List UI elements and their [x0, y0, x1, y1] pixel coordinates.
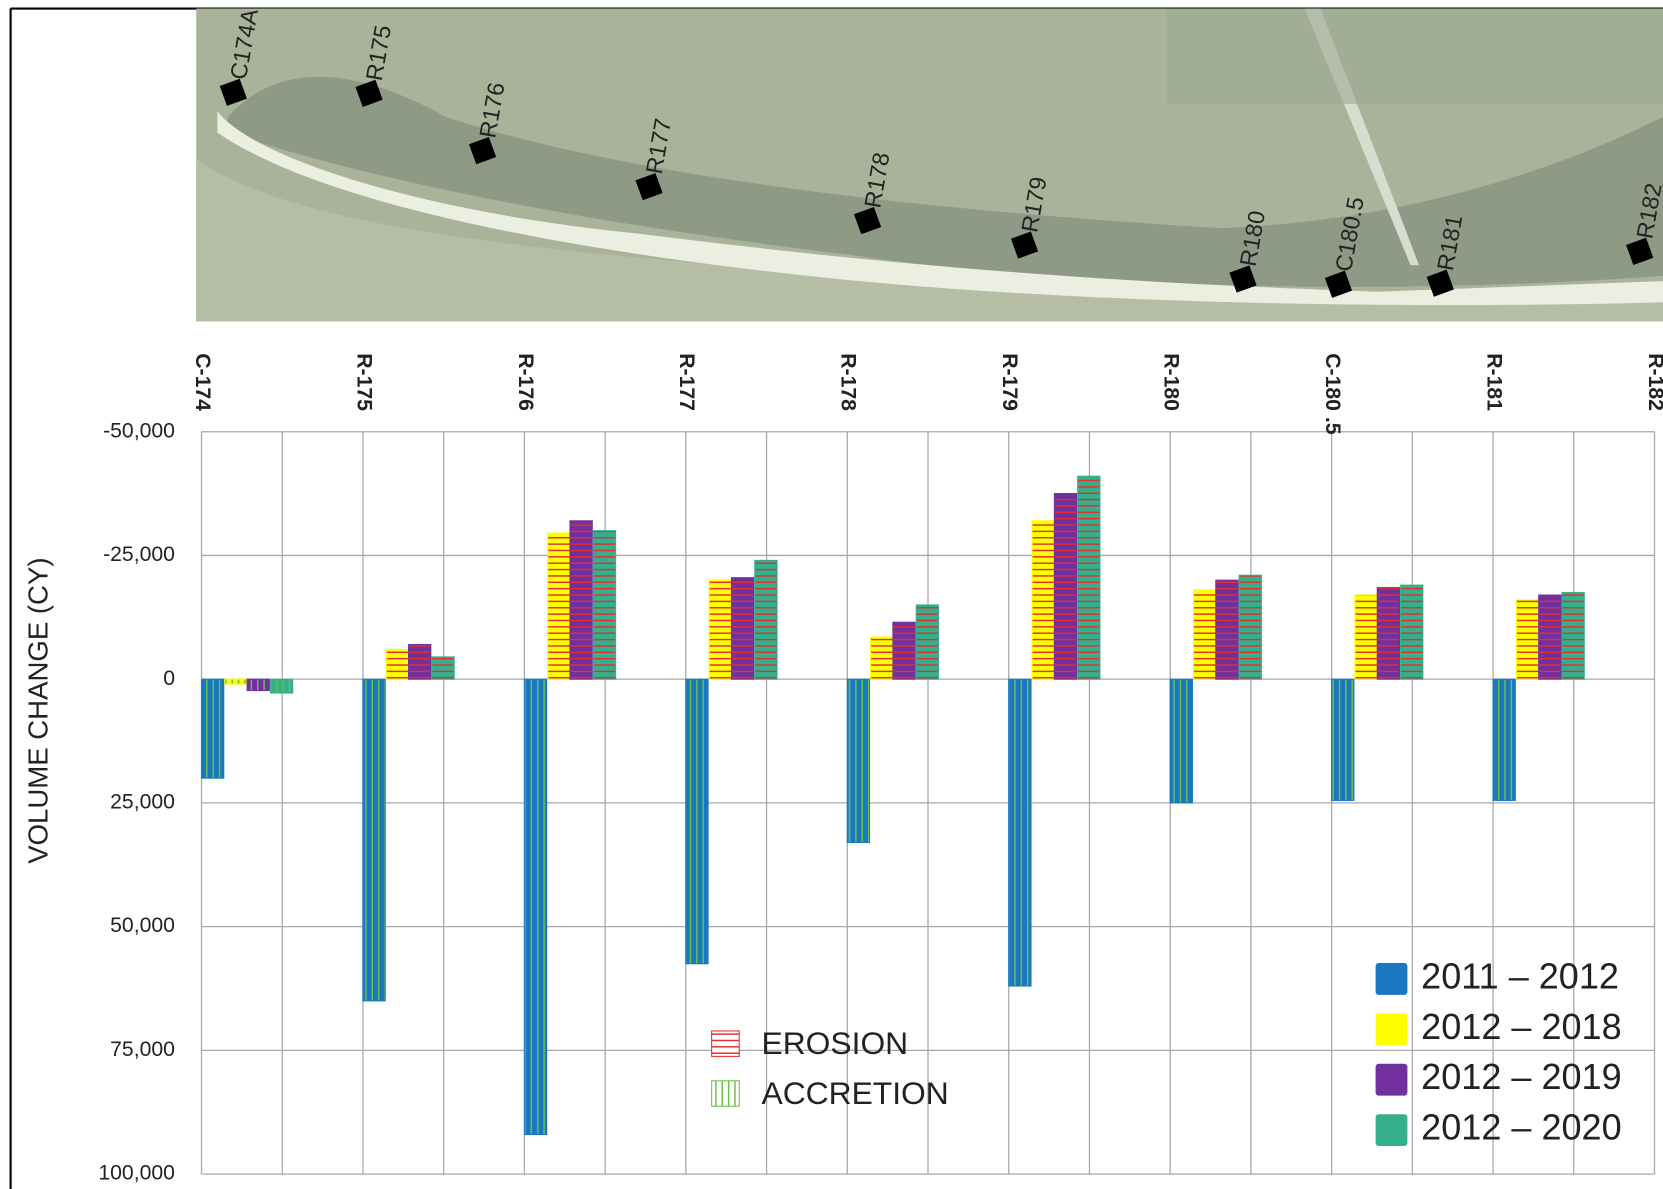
bar	[1215, 579, 1239, 680]
y-tick-label: -25,000	[103, 543, 175, 566]
x-tick-label: C-174	[191, 353, 214, 411]
legend-label: 2012 – 2019	[1421, 1056, 1621, 1097]
x-tick-label: C-180 .5	[1321, 353, 1344, 435]
bar	[1561, 592, 1585, 680]
bar	[685, 678, 709, 965]
bar	[708, 579, 732, 680]
hatch-legend-label: ACCRETION	[762, 1075, 949, 1111]
bar	[870, 636, 894, 680]
x-tick-label: R-178	[837, 353, 860, 411]
y-tick-label: 75,000	[110, 1038, 175, 1061]
map-marker	[219, 78, 247, 106]
y-tick-label: 50,000	[110, 914, 175, 937]
map-marker	[1010, 231, 1039, 259]
bar	[846, 678, 871, 844]
hatch-legend-swatch	[711, 1030, 740, 1057]
bar	[362, 678, 386, 1002]
y-tick-label: -50,000	[103, 419, 175, 442]
legend-swatch	[1375, 1063, 1408, 1096]
y-tick-label: 100,000	[98, 1162, 175, 1185]
bar	[431, 656, 455, 680]
legend-label: 2012 – 2018	[1421, 1006, 1621, 1047]
bar	[1031, 520, 1055, 680]
bar	[1169, 678, 1193, 804]
bar	[1192, 589, 1217, 680]
aerial-map	[196, 8, 1663, 322]
bar	[224, 678, 248, 685]
bar	[1053, 493, 1078, 680]
x-tick-label: R-180	[1160, 353, 1183, 411]
x-tick-label: R-176	[514, 353, 537, 411]
bar	[269, 678, 294, 694]
y-tick-label: 0	[163, 667, 175, 690]
x-tick-label: R-175	[352, 353, 375, 411]
map-marker	[1426, 269, 1454, 297]
bar	[200, 678, 225, 779]
bar	[1238, 574, 1262, 680]
bar	[754, 559, 778, 680]
bar	[1492, 678, 1516, 801]
map-marker	[1324, 270, 1353, 298]
bar	[246, 678, 270, 692]
bar	[1400, 584, 1424, 680]
bar	[1538, 594, 1562, 680]
y-tick-label: 25,000	[110, 791, 175, 814]
hatch-legend-label: EROSION	[762, 1025, 909, 1061]
bar	[1331, 678, 1355, 801]
x-tick-label: R-182	[1644, 353, 1663, 411]
map-marker	[1229, 265, 1257, 293]
map-marker	[468, 137, 497, 165]
map-marker	[1626, 237, 1654, 265]
bar	[1376, 587, 1401, 680]
x-tick-label: R-179	[998, 353, 1021, 411]
map-marker	[355, 79, 383, 107]
bar	[1515, 599, 1540, 680]
hatch-legend-swatch	[711, 1080, 740, 1107]
bar	[592, 530, 617, 680]
bar	[408, 643, 432, 680]
legend-swatch	[1375, 1114, 1408, 1147]
legend-swatch	[1375, 1013, 1408, 1046]
bar	[385, 648, 410, 680]
bar	[892, 621, 916, 680]
bar	[1008, 678, 1032, 987]
map-marker	[853, 207, 882, 235]
bar	[547, 532, 571, 680]
legend-label: 2011 – 2012	[1421, 955, 1619, 996]
bar	[1354, 594, 1378, 680]
bar	[915, 604, 940, 680]
y-axis-label: VOLUME CHANGE (CY)	[23, 557, 54, 863]
bar	[730, 577, 755, 680]
legend-label: 2012 – 2020	[1421, 1107, 1621, 1148]
x-tick-label: R-181	[1482, 353, 1505, 411]
bar	[569, 520, 593, 680]
x-tick-label: R-177	[675, 353, 698, 411]
bar	[1077, 475, 1101, 680]
legend-swatch	[1375, 963, 1408, 995]
map-marker	[635, 173, 663, 201]
bar	[523, 678, 548, 1136]
